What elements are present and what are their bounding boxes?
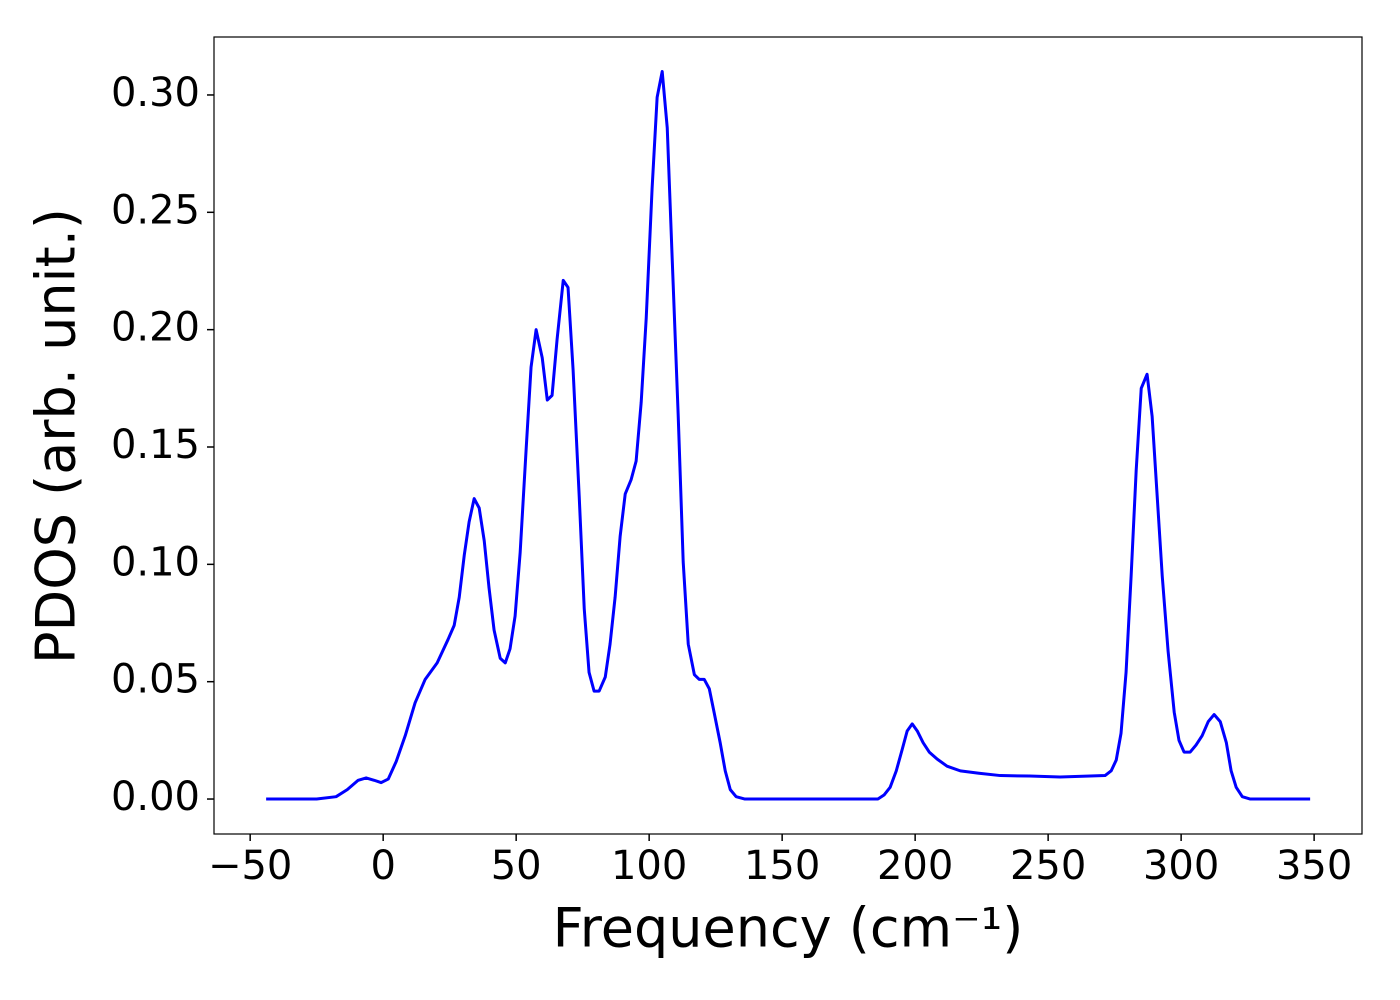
y-tick-label: 0.15 bbox=[111, 422, 200, 468]
x-tick-label: 250 bbox=[1010, 843, 1086, 889]
x-tick-label: 50 bbox=[491, 843, 542, 889]
x-tick-label: 0 bbox=[370, 843, 395, 889]
plot-frame bbox=[213, 36, 1363, 835]
x-tick-label: 300 bbox=[1143, 843, 1219, 889]
x-tick-label: 150 bbox=[744, 843, 820, 889]
y-tick-label: 0.05 bbox=[111, 657, 200, 703]
y-tick-label: 0.10 bbox=[111, 539, 200, 585]
x-axis-label: Frequency (cm⁻¹) bbox=[553, 897, 1024, 960]
y-axis-label: PDOS (arb. unit.) bbox=[25, 208, 88, 664]
x-tick-label: 100 bbox=[611, 843, 687, 889]
x-tick-label: 200 bbox=[877, 843, 953, 889]
y-tick-label: 0.25 bbox=[111, 187, 200, 233]
x-tick-label: −50 bbox=[208, 843, 292, 889]
data-line bbox=[266, 70, 1311, 801]
y-tick-label: 0.00 bbox=[111, 774, 200, 820]
x-tick-label: 350 bbox=[1276, 843, 1352, 889]
y-tick-label: 0.20 bbox=[111, 305, 200, 351]
y-tick-label: 0.30 bbox=[111, 70, 200, 116]
